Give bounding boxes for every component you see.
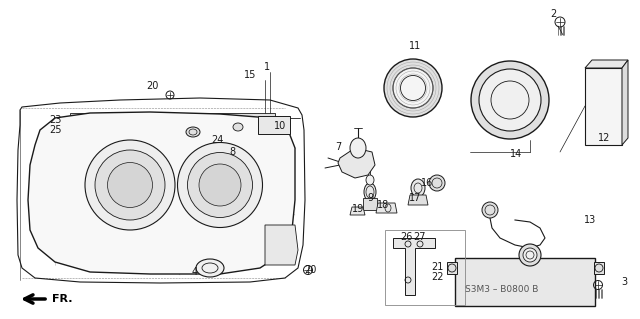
Polygon shape — [393, 238, 435, 295]
Ellipse shape — [471, 61, 549, 139]
Text: 7: 7 — [335, 142, 341, 152]
Ellipse shape — [393, 68, 433, 108]
Text: 3: 3 — [621, 277, 627, 287]
Polygon shape — [265, 225, 298, 265]
Text: 14: 14 — [510, 149, 522, 159]
Ellipse shape — [95, 150, 165, 220]
Ellipse shape — [519, 244, 541, 266]
Ellipse shape — [384, 59, 442, 117]
Polygon shape — [585, 68, 622, 145]
Ellipse shape — [479, 69, 541, 131]
Text: 22: 22 — [431, 272, 444, 282]
Ellipse shape — [429, 175, 445, 191]
Text: 24: 24 — [211, 135, 223, 145]
Text: 4: 4 — [192, 267, 198, 277]
Ellipse shape — [350, 138, 366, 158]
Text: 27: 27 — [413, 232, 426, 242]
Text: 18: 18 — [377, 200, 389, 210]
Bar — [447, 262, 457, 274]
Text: 26: 26 — [400, 232, 412, 242]
Text: S3M3 – B0800 B: S3M3 – B0800 B — [465, 286, 539, 294]
Text: 11: 11 — [409, 41, 421, 51]
Bar — [455, 258, 595, 306]
Polygon shape — [622, 60, 628, 145]
Text: 21: 21 — [431, 262, 443, 272]
Text: FR.: FR. — [52, 294, 72, 304]
Text: 20: 20 — [146, 81, 158, 91]
Polygon shape — [376, 203, 397, 213]
Ellipse shape — [233, 123, 243, 131]
Text: 16: 16 — [421, 178, 433, 188]
Text: 20: 20 — [304, 265, 316, 275]
Bar — [385, 230, 465, 305]
Polygon shape — [408, 195, 428, 205]
Text: 9: 9 — [367, 193, 373, 203]
Text: 25: 25 — [49, 125, 61, 135]
Text: 23: 23 — [49, 115, 61, 125]
Ellipse shape — [108, 162, 152, 207]
Text: 1: 1 — [264, 62, 270, 72]
Ellipse shape — [482, 202, 498, 218]
Polygon shape — [350, 207, 365, 215]
Text: 19: 19 — [352, 204, 364, 214]
Polygon shape — [585, 60, 628, 68]
Ellipse shape — [411, 179, 425, 197]
Ellipse shape — [364, 183, 376, 201]
Text: 2: 2 — [550, 9, 556, 19]
Bar — [258, 116, 290, 134]
Polygon shape — [338, 148, 375, 178]
Ellipse shape — [523, 248, 537, 262]
Ellipse shape — [199, 164, 241, 206]
Ellipse shape — [196, 259, 224, 277]
Polygon shape — [70, 113, 275, 122]
Ellipse shape — [85, 140, 175, 230]
Text: 17: 17 — [409, 193, 421, 203]
Ellipse shape — [186, 127, 200, 137]
Ellipse shape — [366, 175, 374, 185]
Text: 15: 15 — [244, 70, 256, 80]
Text: 10: 10 — [274, 121, 286, 131]
Bar — [594, 262, 604, 274]
Ellipse shape — [188, 152, 253, 218]
Polygon shape — [28, 112, 295, 274]
Text: 8: 8 — [229, 147, 235, 157]
Text: 13: 13 — [584, 215, 596, 225]
Text: 12: 12 — [598, 133, 610, 143]
Ellipse shape — [177, 143, 262, 227]
Polygon shape — [363, 198, 377, 210]
